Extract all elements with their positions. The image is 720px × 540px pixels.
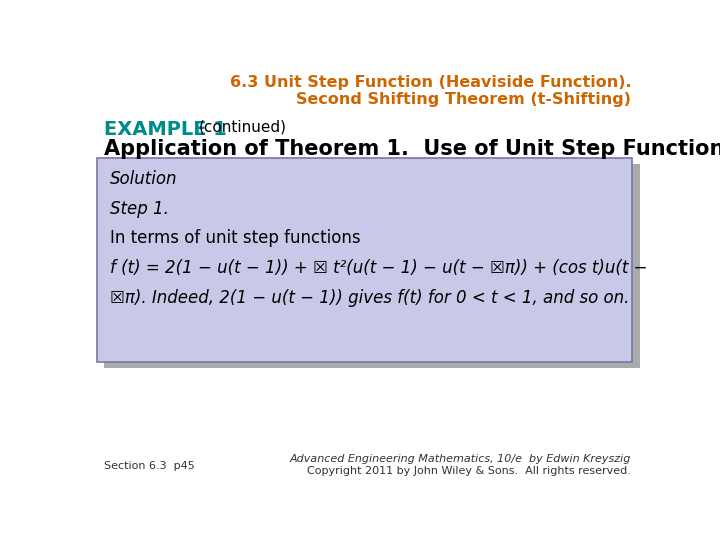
Text: Application of Theorem 1.  Use of Unit Step Functions: Application of Theorem 1. Use of Unit St… [104,139,720,159]
Text: EXAMPLE 1: EXAMPLE 1 [104,120,227,139]
FancyBboxPatch shape [104,164,639,368]
Text: ☒π). Indeed, 2(1 − u(t − 1)) gives f(t) for 0 < t < 1, and so on.: ☒π). Indeed, 2(1 − u(t − 1)) gives f(t) … [109,289,629,307]
Text: Copyright 2011 by John Wiley & Sons.  All rights reserved.: Copyright 2011 by John Wiley & Sons. All… [307,465,631,476]
Text: Solution: Solution [109,170,177,187]
Text: Second Shifting Theorem (t-Shifting): Second Shifting Theorem (t-Shifting) [296,92,631,107]
Text: f (t) = 2(1 − u(t − 1)) + ☒ t²(u(t − 1) − u(t − ☒π)) + (cos t)u(t −: f (t) = 2(1 − u(t − 1)) + ☒ t²(u(t − 1) … [109,259,647,278]
Text: In terms of unit step functions: In terms of unit step functions [109,230,360,247]
Text: Step 1.: Step 1. [109,199,168,218]
FancyBboxPatch shape [96,158,632,362]
Text: Advanced Engineering Mathematics, 10/e  by Edwin Kreyszig: Advanced Engineering Mathematics, 10/e b… [290,454,631,464]
Text: (continued): (continued) [199,120,287,134]
Text: 6.3 Unit Step Function (Heaviside Function).: 6.3 Unit Step Function (Heaviside Functi… [230,75,631,90]
Text: Section 6.3  p45: Section 6.3 p45 [104,462,194,471]
